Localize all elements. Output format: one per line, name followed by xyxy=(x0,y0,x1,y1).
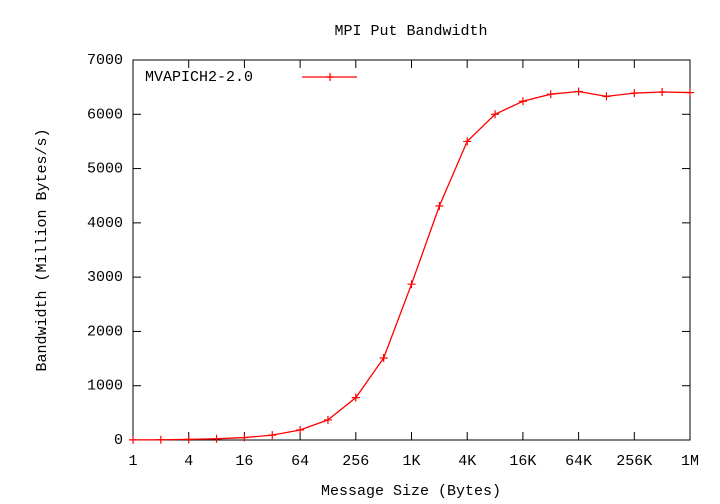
x-tick-label: 4K xyxy=(458,453,476,470)
legend-label: MVAPICH2-2.0 xyxy=(145,69,253,86)
data-point xyxy=(574,87,583,96)
data-point xyxy=(240,433,249,442)
data-point xyxy=(602,92,611,101)
data-point xyxy=(379,354,388,363)
data-point xyxy=(351,393,360,402)
data-point xyxy=(630,89,639,98)
data-point xyxy=(156,435,165,444)
x-axis-label: Message Size (Bytes) xyxy=(321,483,501,500)
data-point xyxy=(435,202,444,211)
data-point xyxy=(686,88,694,97)
data-point xyxy=(129,435,137,444)
y-tick-label: 0 xyxy=(114,432,123,449)
data-point xyxy=(323,415,332,424)
y-tick-label: 4000 xyxy=(87,215,123,232)
data-point xyxy=(296,425,305,434)
legend-marker xyxy=(326,73,334,81)
data-point xyxy=(212,434,221,443)
y-tick-label: 7000 xyxy=(87,52,123,69)
y-tick-label: 3000 xyxy=(87,269,123,286)
data-point xyxy=(268,431,277,440)
chart-title: MPI Put Bandwidth xyxy=(334,23,487,40)
x-tick-label: 64 xyxy=(291,453,309,470)
x-tick-label: 1 xyxy=(128,453,137,470)
x-tick-label: 256 xyxy=(342,453,369,470)
data-point xyxy=(518,97,527,106)
y-tick-label: 2000 xyxy=(87,323,123,340)
x-tick-label: 1K xyxy=(402,453,420,470)
data-point xyxy=(491,110,500,119)
x-tick-label: 16 xyxy=(235,453,253,470)
y-tick-label: 5000 xyxy=(87,161,123,178)
x-tick-label: 4 xyxy=(184,453,193,470)
data-point xyxy=(463,137,472,146)
x-tick-label: 1M xyxy=(681,453,699,470)
x-tick-label: 256K xyxy=(616,453,652,470)
data-point xyxy=(184,435,193,444)
x-tick-label: 64K xyxy=(565,453,592,470)
y-axis-label: Bandwidth (Million Bytes/s) xyxy=(34,128,51,371)
y-tick-label: 6000 xyxy=(87,106,123,123)
data-point xyxy=(658,88,667,97)
x-tick-label: 16K xyxy=(509,453,536,470)
data-point xyxy=(546,90,555,99)
y-tick-label: 1000 xyxy=(87,378,123,395)
data-point xyxy=(407,280,416,289)
